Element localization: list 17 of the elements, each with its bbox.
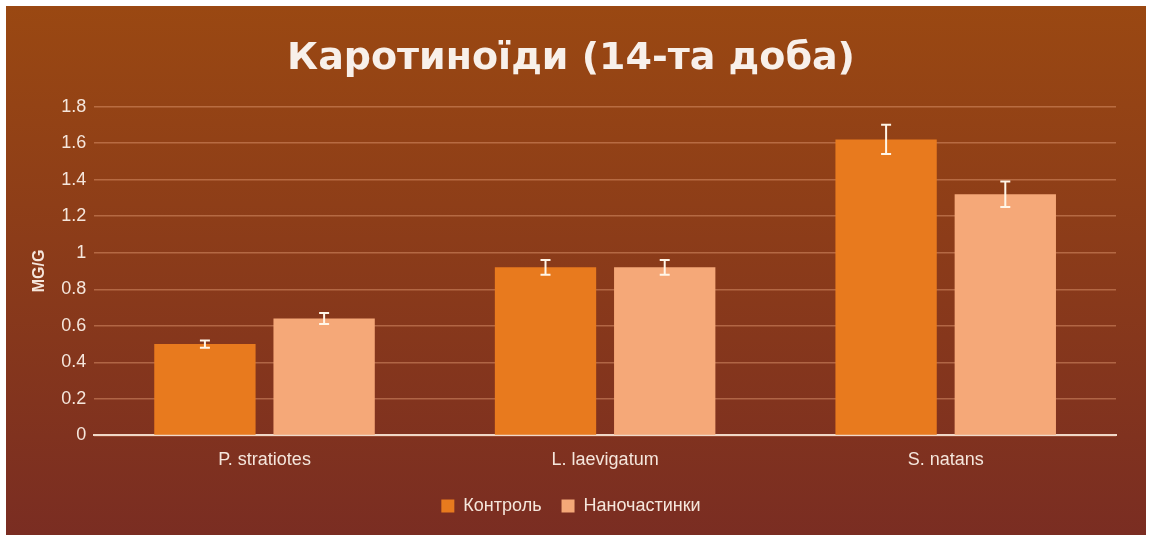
y-tick-label: 1.6 xyxy=(61,132,87,153)
x-tick-label: L. laevigatum xyxy=(551,449,659,470)
y-tick-label: 0 xyxy=(76,424,87,445)
y-tick-label: 0.8 xyxy=(61,278,87,299)
chart-title: Каротиноїди (14-та доба) xyxy=(287,33,855,78)
legend-label: Контроль xyxy=(463,494,542,515)
y-tick-label: 0.6 xyxy=(61,314,87,335)
y-tick-label: 1.4 xyxy=(61,168,87,189)
y-tick-label: 1 xyxy=(76,241,87,262)
x-tick-label: S. natans xyxy=(907,449,984,470)
y-tick-label: 0.2 xyxy=(61,387,87,408)
y-axis-title: MG/G xyxy=(30,249,48,293)
y-tick-label: 0.4 xyxy=(61,351,87,372)
legend-label: Наночастинки xyxy=(583,494,701,515)
y-tick-label: 1.2 xyxy=(61,205,87,226)
x-tick-label: P. stratiotes xyxy=(218,449,311,470)
y-tick-label: 1.8 xyxy=(61,95,87,116)
